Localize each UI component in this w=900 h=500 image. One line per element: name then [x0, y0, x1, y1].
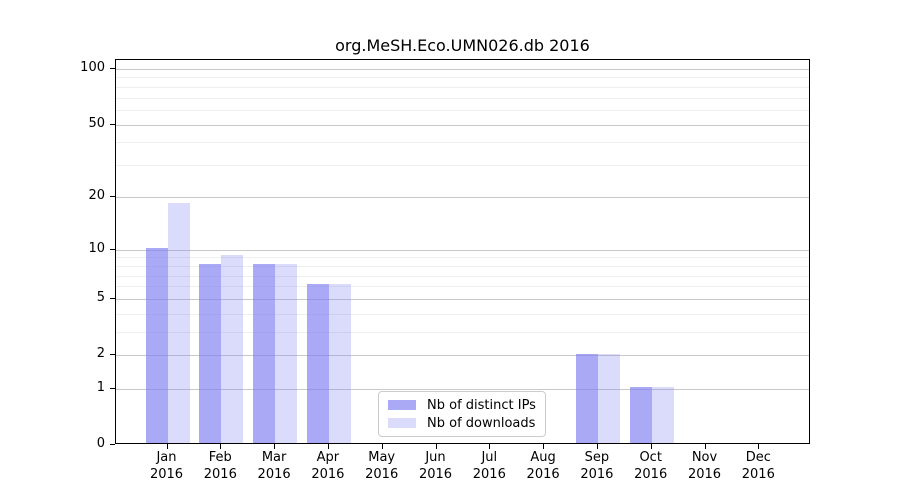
- x-tick-mark: [274, 444, 276, 449]
- plot-area: [115, 59, 810, 444]
- major-gridline: [116, 69, 809, 70]
- x-tick-label: Dec 2016: [741, 450, 775, 482]
- minor-gridline: [116, 286, 809, 288]
- major-gridline: [116, 299, 809, 301]
- x-tick-label: Apr 2016: [311, 450, 345, 482]
- legend-item-distinct-ips: Nb of distinct IPs: [388, 398, 536, 413]
- x-tick-mark: [758, 444, 760, 449]
- bar-downloads-apr: [328, 284, 351, 443]
- minor-gridline: [116, 257, 809, 259]
- minor-gridline: [116, 332, 809, 334]
- bar-downloads-sep: [597, 353, 620, 443]
- bar-distinct-ips-jan: [145, 247, 168, 443]
- legend: Nb of distinct IPs Nb of downloads: [378, 391, 546, 437]
- legend-label-downloads: Nb of downloads: [427, 415, 536, 431]
- y-tick-label: 1: [96, 379, 105, 395]
- y-tick-mark: [110, 444, 115, 445]
- x-tick-label: May 2016: [365, 450, 399, 482]
- x-tick-mark: [220, 444, 222, 449]
- y-tick-label: 50: [88, 115, 105, 131]
- x-tick-label: Aug 2016: [526, 450, 560, 482]
- bar-downloads-mar: [275, 264, 298, 443]
- x-tick-mark: [596, 444, 598, 449]
- minor-gridline: [116, 86, 809, 88]
- bar-distinct-ips-apr: [306, 284, 329, 443]
- x-tick-label: Feb 2016: [203, 450, 237, 482]
- minor-gridline: [116, 142, 809, 144]
- x-tick-mark: [650, 444, 652, 449]
- x-tick-label: Jan 2016: [149, 450, 184, 482]
- x-tick-label: Mar 2016: [257, 450, 291, 482]
- x-tick-mark: [489, 444, 491, 449]
- x-tick-label: Sep 2016: [580, 450, 614, 482]
- x-tick-label: Jul 2016: [472, 450, 506, 482]
- minor-gridline: [116, 77, 809, 79]
- legend-swatch-distinct-ips-icon: [388, 400, 416, 410]
- minor-gridline: [116, 275, 809, 277]
- x-tick-mark: [704, 444, 706, 449]
- major-gridline: [116, 388, 809, 390]
- x-tick-label: Oct 2016: [634, 450, 668, 482]
- x-tick-label: Nov 2016: [687, 450, 722, 482]
- x-tick-mark: [327, 444, 329, 449]
- bar-distinct-ips-feb: [199, 264, 222, 443]
- legend-swatch-downloads-icon: [388, 418, 416, 428]
- major-gridline: [116, 124, 809, 126]
- bar-downloads-oct: [651, 386, 674, 443]
- minor-gridline: [116, 97, 809, 99]
- y-tick-label: 10: [88, 240, 105, 256]
- major-gridline: [116, 355, 809, 357]
- legend-item-downloads: Nb of downloads: [388, 416, 536, 431]
- y-tick-label: 5: [96, 290, 105, 306]
- chart-title: org.MeSH.Eco.UMN026.db 2016: [335, 36, 590, 55]
- x-tick-label: Jun 2016: [418, 450, 453, 482]
- y-tick-label: 0: [96, 436, 105, 451]
- bar-distinct-ips-mar: [253, 264, 276, 443]
- legend-label-distinct-ips: Nb of distinct IPs: [427, 397, 536, 413]
- minor-gridline: [116, 110, 809, 112]
- y-tick-label: 2: [96, 346, 105, 362]
- bar-downloads-feb: [221, 255, 244, 443]
- major-gridline: [116, 249, 809, 251]
- y-tick-label: 100: [80, 60, 105, 75]
- x-tick-mark: [381, 444, 383, 449]
- major-gridline: [116, 196, 809, 198]
- minor-gridline: [116, 313, 809, 315]
- bar-distinct-ips-oct: [629, 386, 652, 443]
- y-tick-label: 20: [88, 187, 105, 203]
- x-tick-mark: [435, 444, 437, 449]
- minor-gridline: [116, 265, 809, 267]
- bar-distinct-ips-sep: [575, 353, 598, 443]
- x-tick-mark: [166, 444, 168, 449]
- minor-gridline: [116, 165, 809, 167]
- x-tick-mark: [543, 444, 545, 449]
- bar-downloads-jan: [167, 203, 190, 443]
